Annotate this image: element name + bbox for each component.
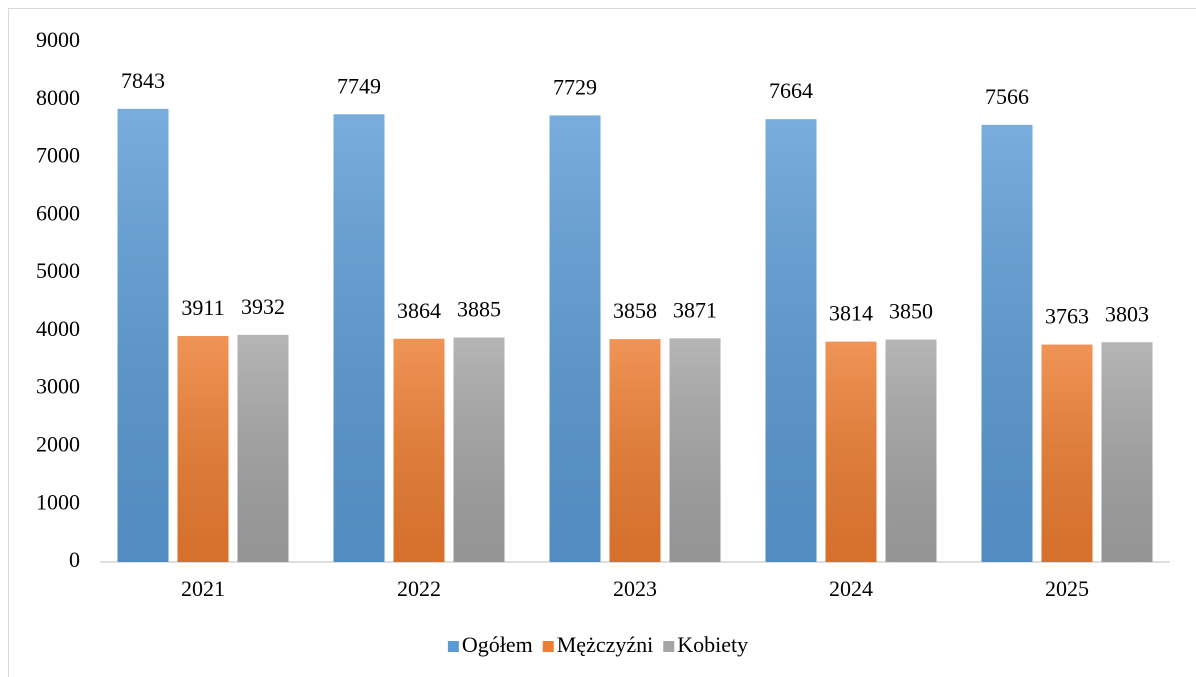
legend-swatch [542,641,554,652]
bar [393,338,445,562]
y-tick-label: 6000 [36,200,80,225]
data-label: 3763 [1045,304,1089,329]
y-tick-label: 9000 [36,27,80,52]
bar [885,339,937,562]
bar [609,339,661,562]
legend-label: Kobiety [677,632,748,657]
bar [981,124,1033,562]
bar [669,338,721,562]
bar [825,341,877,562]
data-label: 3803 [1105,301,1149,326]
x-tick-label: 2023 [613,576,657,601]
y-tick-label: 3000 [36,374,80,399]
data-label: 3885 [457,297,501,322]
y-tick-label: 7000 [36,143,80,168]
data-label: 7664 [769,78,813,103]
bar [765,119,817,563]
legend-label: Mężczyźni [557,632,654,657]
bar [237,334,289,562]
data-label: 3932 [241,294,285,319]
x-tick-label: 2022 [397,576,441,601]
data-label: 3858 [613,298,657,323]
x-tick-label: 2025 [1045,576,1089,601]
y-tick-label: 2000 [36,431,80,456]
y-tick-label: 8000 [36,85,80,110]
x-tick-label: 2024 [829,576,873,601]
bar [333,114,385,562]
y-tick-label: 5000 [36,258,80,283]
bar [177,336,229,562]
y-tick-label: 1000 [36,489,80,514]
bar [453,337,505,562]
y-tick-label: 4000 [36,316,80,341]
bar [1041,344,1093,562]
bar [117,108,169,563]
data-label: 3871 [673,297,717,322]
chart-border [8,8,1196,677]
legend-label: Ogółem [462,632,533,657]
legend-swatch [663,641,675,652]
bar [1101,342,1153,562]
legend-swatch [447,641,459,652]
data-label: 3911 [181,295,224,320]
data-label: 7843 [121,68,165,93]
data-label: 3864 [397,298,441,323]
data-label: 7749 [337,73,381,98]
y-tick-label: 0 [69,547,80,572]
bar [549,115,601,563]
data-label: 7729 [553,74,597,99]
data-label: 3814 [829,301,873,326]
data-label: 7566 [985,84,1029,109]
data-label: 3850 [889,299,933,324]
x-tick-label: 2021 [181,576,225,601]
